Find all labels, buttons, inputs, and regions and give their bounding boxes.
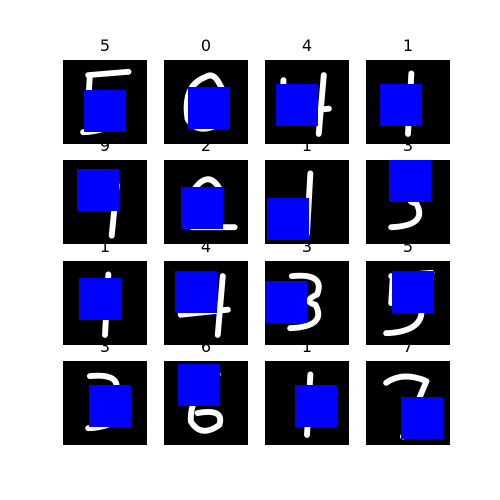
digit-label: 2 <box>200 136 212 155</box>
digit-label: 7 <box>402 337 414 356</box>
digit-label: 6 <box>200 337 212 356</box>
occlusion-square <box>265 281 307 323</box>
digit-image <box>265 261 349 345</box>
digit-label: 0 <box>200 36 212 55</box>
handwritten-digit-stroke <box>287 272 322 332</box>
occlusion-square <box>267 198 309 240</box>
digit-image <box>164 60 248 144</box>
digit-label: 5 <box>402 237 414 256</box>
digit-image <box>366 160 450 244</box>
handwritten-digit-stroke <box>383 373 430 440</box>
digit-label: 1 <box>99 237 111 256</box>
digit-image <box>366 261 450 345</box>
digit-image <box>63 261 147 345</box>
occlusion-square <box>77 169 119 211</box>
digit-label: 5 <box>99 36 111 55</box>
digit-label: 9 <box>99 136 111 155</box>
occlusion-square <box>392 271 434 313</box>
digit-image <box>265 160 349 244</box>
occlusion-square <box>175 271 217 313</box>
digit-image <box>164 160 248 244</box>
digit-label: 1 <box>301 337 313 356</box>
occlusion-square <box>188 87 230 129</box>
digit-label: 1 <box>301 136 313 155</box>
occlusion-square <box>276 84 318 126</box>
digit-image <box>63 160 147 244</box>
digit-label: 3 <box>99 337 111 356</box>
digit-image <box>265 60 349 144</box>
occlusion-square <box>380 84 422 126</box>
digit-image <box>164 261 248 345</box>
digit-label: 3 <box>301 237 313 256</box>
digit-label: 1 <box>402 36 414 55</box>
digit-label: 4 <box>301 36 313 55</box>
occlusion-square <box>178 364 220 406</box>
digit-image <box>265 361 349 445</box>
occlusion-square <box>79 278 121 320</box>
digit-label: 3 <box>402 136 414 155</box>
digit-image <box>164 361 248 445</box>
digit-image <box>366 60 450 144</box>
occlusion-square <box>89 385 131 427</box>
occlusion-square <box>295 385 337 427</box>
digit-image <box>63 60 147 144</box>
occlusion-square <box>401 397 443 439</box>
digit-image <box>63 361 147 445</box>
occlusion-square <box>181 187 223 229</box>
digit-label: 4 <box>200 237 212 256</box>
occlusion-square <box>389 160 431 202</box>
digit-image <box>366 361 450 445</box>
occlusion-square <box>84 90 126 132</box>
